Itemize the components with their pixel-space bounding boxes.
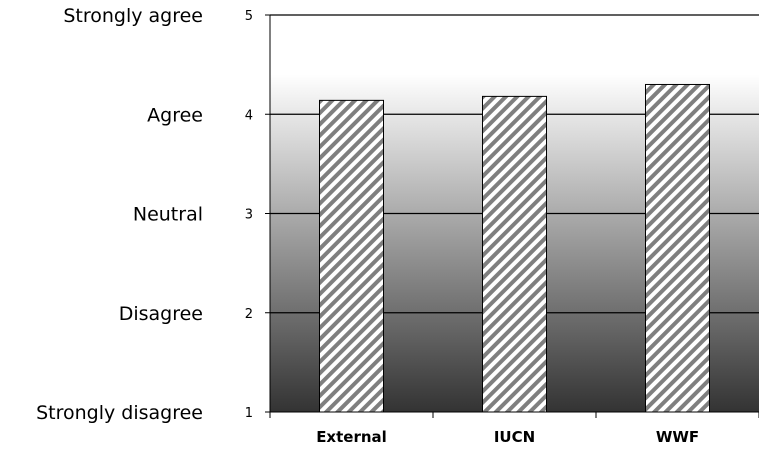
bar-external (319, 99, 384, 413)
axes (265, 14, 759, 418)
y-tick-label-2: 2 (245, 307, 253, 322)
y-tick-label-1: 1 (245, 406, 253, 421)
likert-label-agree: Agree (147, 104, 203, 126)
likert-label-strongly-agree: Strongly agree (63, 5, 203, 27)
bar-iucn (482, 95, 547, 413)
likert-label-neutral: Neutral (133, 204, 203, 226)
bars (319, 83, 710, 413)
likert-labels: Strongly disagree Disagree Neutral Agree Str… (36, 5, 203, 424)
likert-label-disagree: Disagree (119, 303, 203, 325)
bar-wwf (645, 83, 710, 413)
likert-label-strongly-disagree: Strongly disagree (36, 402, 203, 424)
y-tick-label-4: 4 (245, 108, 253, 123)
y-tick-label-3: 3 (245, 208, 253, 223)
y-tick-labels: 1 2 3 4 5 (245, 9, 253, 421)
category-label-wwf: WWF (656, 428, 699, 446)
category-label-iucn: IUCN (494, 428, 535, 446)
y-tick-label-5: 5 (245, 9, 253, 24)
category-labels: External IUCN WWF (316, 428, 699, 446)
category-label-external: External (316, 428, 387, 446)
